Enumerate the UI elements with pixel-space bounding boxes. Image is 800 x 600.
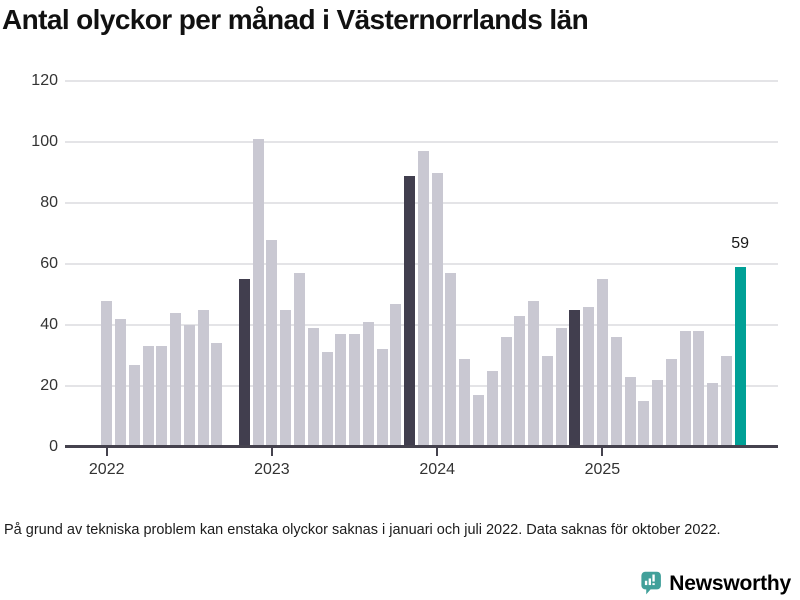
bar-2024-03 xyxy=(459,358,471,447)
bar-2023-12 xyxy=(417,151,429,447)
bar-2023-07 xyxy=(349,334,361,447)
bar-2023-11 xyxy=(404,175,416,447)
bar-2024-09 xyxy=(541,355,553,447)
y-axis-tick-label: 20 xyxy=(40,377,58,394)
y-axis-tick-label: 0 xyxy=(49,438,58,455)
bar-2024-08 xyxy=(528,300,540,447)
bar-2022-09 xyxy=(211,343,223,447)
y-axis-tick-label: 80 xyxy=(40,194,58,211)
bar-2024-10 xyxy=(555,328,567,447)
bar-2023-06 xyxy=(335,334,347,447)
bar-2025-11 xyxy=(734,267,746,447)
bar-2023-03 xyxy=(294,273,305,447)
bar-2022-01 xyxy=(101,300,113,447)
bar-2025-05 xyxy=(652,379,663,447)
bar-2023-10 xyxy=(390,303,402,447)
bar-2024-05 xyxy=(486,370,498,448)
bar-2022-08 xyxy=(197,309,209,448)
newsworthy-speech-bubble-barchart-icon xyxy=(641,571,661,595)
newsworthy-logo: Newsworthy xyxy=(641,568,791,599)
bar-2023-01 xyxy=(266,239,278,447)
x-axis-tick-2024 xyxy=(436,448,439,456)
x-axis-tick-label-2024: 2024 xyxy=(419,461,455,478)
x-axis-tick-label-2023: 2023 xyxy=(254,461,290,478)
x-axis-line xyxy=(65,445,778,448)
x-axis-tick-2023 xyxy=(270,448,273,456)
bar-2023-09 xyxy=(376,349,388,447)
bar-2024-04 xyxy=(473,395,484,447)
bar-2022-05 xyxy=(156,346,168,447)
bar-2024-07 xyxy=(514,315,526,448)
chart-footnote: På grund av tekniska problem kan enstaka… xyxy=(4,522,721,538)
bar-2024-01 xyxy=(431,172,443,447)
bar-2024-12 xyxy=(583,306,595,447)
bar-2024-11 xyxy=(569,309,581,448)
x-axis-tick-2025 xyxy=(601,448,604,456)
x-axis-tick-label-2022: 2022 xyxy=(88,461,125,478)
chart-title: Antal olyckor per månad i Västernorrland… xyxy=(2,4,589,35)
bar-2022-11 xyxy=(238,279,250,448)
bar-2025-06 xyxy=(665,358,677,447)
bar-2025-01 xyxy=(596,279,608,448)
x-axis-tick-label-2025: 2025 xyxy=(584,461,621,478)
bar-2023-02 xyxy=(280,309,292,448)
y-axis-tick-label: 100 xyxy=(31,133,58,150)
bar-2022-04 xyxy=(142,346,154,447)
y-axis-tick-label: 120 xyxy=(31,72,58,89)
bar-2025-09 xyxy=(707,382,719,447)
bar-2025-03 xyxy=(624,376,636,447)
newsworthy-logo-text: Newsworthy xyxy=(669,571,791,595)
accent-bar-value-label: 59 xyxy=(731,235,749,253)
bar-2023-08 xyxy=(362,321,374,447)
gridline-y-120 xyxy=(65,80,778,82)
bar-2022-07 xyxy=(183,325,195,447)
y-axis-tick-label: 40 xyxy=(40,316,58,333)
x-axis-tick-2022 xyxy=(105,448,108,456)
bar-2025-04 xyxy=(638,401,650,448)
bar-2025-08 xyxy=(693,331,705,447)
bar-2025-02 xyxy=(610,337,622,447)
y-axis-tick-label: 60 xyxy=(40,255,58,272)
bar-2022-06 xyxy=(170,312,182,447)
bar-2025-10 xyxy=(720,355,732,447)
bar-2023-05 xyxy=(321,352,333,447)
bar-2025-07 xyxy=(679,331,691,447)
bar-2024-02 xyxy=(445,273,457,447)
bar-2022-03 xyxy=(128,364,140,447)
bar-2022-02 xyxy=(115,318,126,447)
bar-2024-06 xyxy=(500,337,512,447)
gridline-y-100 xyxy=(65,141,778,143)
bar-2022-12 xyxy=(252,139,264,447)
bar-2023-04 xyxy=(307,328,319,447)
